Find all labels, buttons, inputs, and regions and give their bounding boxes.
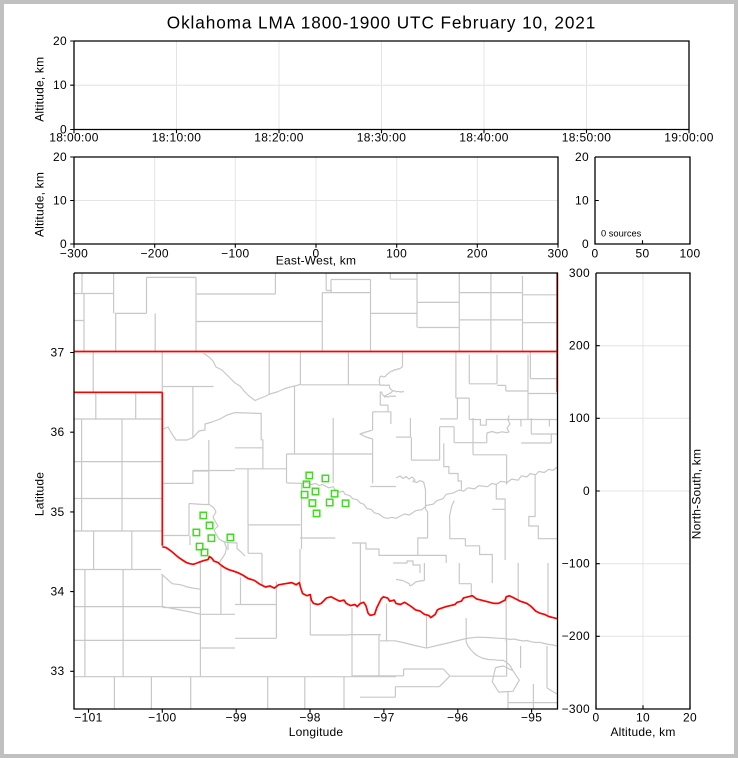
svg-text:−99: −99	[225, 711, 246, 725]
svg-text:50: 50	[635, 246, 649, 260]
svg-text:−100: −100	[148, 711, 176, 725]
svg-text:20: 20	[53, 150, 67, 164]
svg-text:10: 10	[53, 193, 67, 207]
svg-text:−300: −300	[60, 246, 88, 260]
svg-text:0 sources: 0 sources	[601, 229, 642, 239]
svg-text:18:40:00: 18:40:00	[459, 131, 509, 145]
svg-text:−100: −100	[221, 246, 249, 260]
svg-text:10: 10	[575, 193, 589, 207]
svg-text:−97: −97	[373, 711, 394, 725]
svg-text:300: 300	[569, 266, 590, 280]
svg-text:−200: −200	[562, 629, 590, 643]
svg-text:35: 35	[50, 505, 64, 519]
svg-text:20: 20	[575, 150, 589, 164]
svg-text:Altitude, km: Altitude, km	[33, 57, 47, 122]
svg-text:Oklahoma LMA 1800-1900 UTC Feb: Oklahoma LMA 1800-1900 UTC February 10, …	[167, 13, 596, 33]
svg-text:−98: −98	[299, 711, 320, 725]
svg-text:20: 20	[53, 34, 67, 48]
svg-text:0: 0	[60, 237, 67, 251]
svg-text:200: 200	[569, 339, 590, 353]
svg-text:Altitude, km: Altitude, km	[33, 172, 47, 237]
svg-text:−95: −95	[521, 711, 542, 725]
svg-text:−300: −300	[562, 702, 590, 716]
svg-text:0: 0	[592, 711, 599, 725]
svg-text:0: 0	[60, 122, 67, 136]
svg-text:100: 100	[386, 246, 407, 260]
svg-text:300: 300	[547, 246, 568, 260]
svg-text:34: 34	[50, 585, 64, 599]
svg-text:18:10:00: 18:10:00	[152, 131, 202, 145]
svg-text:18:20:00: 18:20:00	[254, 131, 304, 145]
svg-text:18:30:00: 18:30:00	[357, 131, 407, 145]
svg-text:Latitude: Latitude	[33, 472, 47, 516]
svg-text:200: 200	[467, 246, 488, 260]
svg-text:100: 100	[569, 411, 590, 425]
svg-text:−96: −96	[447, 711, 468, 725]
svg-text:North-South, km: North-South, km	[690, 449, 704, 539]
svg-text:0: 0	[583, 484, 590, 498]
svg-text:37: 37	[50, 345, 64, 359]
svg-text:−101: −101	[74, 711, 102, 725]
svg-text:−200: −200	[140, 246, 168, 260]
svg-text:Longitude: Longitude	[289, 725, 344, 739]
svg-text:0: 0	[582, 237, 589, 251]
svg-text:East-West, km: East-West, km	[276, 254, 356, 268]
svg-text:0: 0	[591, 246, 598, 260]
svg-text:18:00:00: 18:00:00	[49, 131, 99, 145]
svg-text:Altitude, km: Altitude, km	[610, 725, 675, 739]
svg-text:36: 36	[50, 425, 64, 439]
svg-text:19:00:00: 19:00:00	[664, 131, 714, 145]
svg-text:10: 10	[636, 711, 650, 725]
svg-text:10: 10	[53, 78, 67, 92]
svg-text:−100: −100	[562, 557, 590, 571]
svg-text:18:50:00: 18:50:00	[562, 131, 612, 145]
svg-text:0: 0	[312, 246, 319, 260]
svg-text:33: 33	[50, 664, 64, 678]
svg-text:20: 20	[683, 711, 697, 725]
svg-text:100: 100	[679, 246, 700, 260]
